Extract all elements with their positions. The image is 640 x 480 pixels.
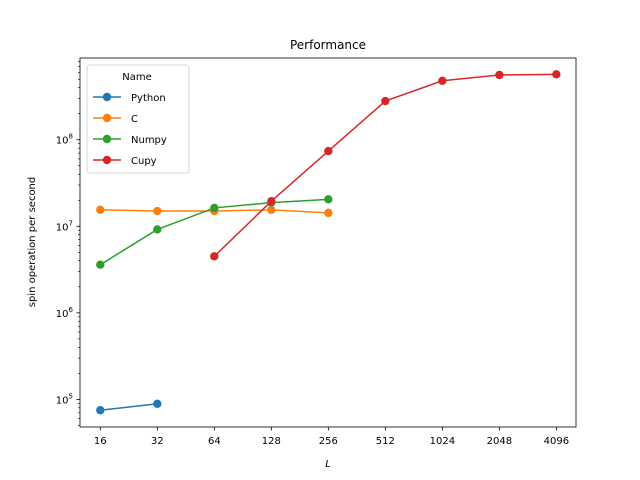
x-tick-label: 2048 — [487, 436, 512, 447]
legend-marker-python — [102, 92, 112, 102]
data-point-cupy — [267, 196, 276, 206]
plot-area — [96, 70, 561, 415]
data-point-numpy — [96, 260, 105, 269]
data-point-c — [153, 206, 162, 216]
legend-marker-cupy — [102, 155, 112, 165]
data-point-cupy — [210, 252, 219, 261]
legend-item-cupy: Cupy — [93, 155, 157, 167]
legend-marker-c — [102, 113, 112, 123]
data-point-cupy — [552, 70, 561, 79]
data-point-python — [96, 406, 105, 415]
x-tick-label: 1024 — [430, 436, 455, 447]
y-tick-label: 106 — [56, 306, 74, 320]
x-tick-label: 4096 — [544, 436, 569, 447]
x-axis: 16 32 64 128 256 512 1024 2048 4096 — [94, 427, 569, 447]
legend-item-python: Python — [93, 92, 166, 104]
legend-label-python: Python — [131, 93, 166, 104]
legend-label-c: C — [131, 114, 138, 125]
y-tick-label: 107 — [56, 219, 73, 233]
legend-title: Name — [122, 72, 152, 83]
data-point-python — [153, 399, 162, 408]
data-point-c — [96, 205, 105, 215]
legend-box — [86, 64, 190, 174]
data-point-cupy — [495, 70, 504, 80]
x-axis-label: L — [325, 459, 331, 470]
data-point-cupy — [381, 96, 390, 106]
y-axis-label: spin operation per second — [27, 177, 38, 308]
series-line-python — [100, 403, 158, 411]
data-point-c — [267, 205, 276, 215]
y-tick-label: 108 — [56, 133, 73, 147]
legend-marker-numpy — [102, 134, 112, 144]
x-tick-label: 512 — [376, 436, 395, 447]
series-python — [96, 399, 162, 415]
x-tick-label: 256 — [319, 436, 338, 447]
data-point-c — [324, 208, 333, 218]
data-point-cupy — [324, 146, 333, 156]
data-point-numpy — [210, 203, 219, 213]
chart-title: Performance — [290, 38, 366, 52]
legend-item-numpy: Numpy — [93, 134, 167, 146]
x-tick-label: 64 — [208, 436, 221, 447]
data-point-cupy — [438, 76, 447, 85]
data-point-numpy — [153, 225, 162, 234]
legend-label-cupy: Cupy — [131, 156, 157, 167]
x-tick-label: 16 — [94, 436, 107, 447]
legend-item-c: C — [93, 113, 138, 125]
series-cupy — [210, 70, 561, 261]
x-tick-label: 128 — [262, 436, 281, 447]
y-axis: 105 106 107 108 — [56, 61, 80, 426]
y-tick-label: 105 — [56, 392, 73, 406]
x-tick-label: 32 — [151, 436, 164, 447]
legend-label-numpy: Numpy — [131, 135, 167, 146]
data-point-numpy — [324, 195, 333, 204]
legend: Name Python C Numpy Cupy — [86, 64, 190, 174]
